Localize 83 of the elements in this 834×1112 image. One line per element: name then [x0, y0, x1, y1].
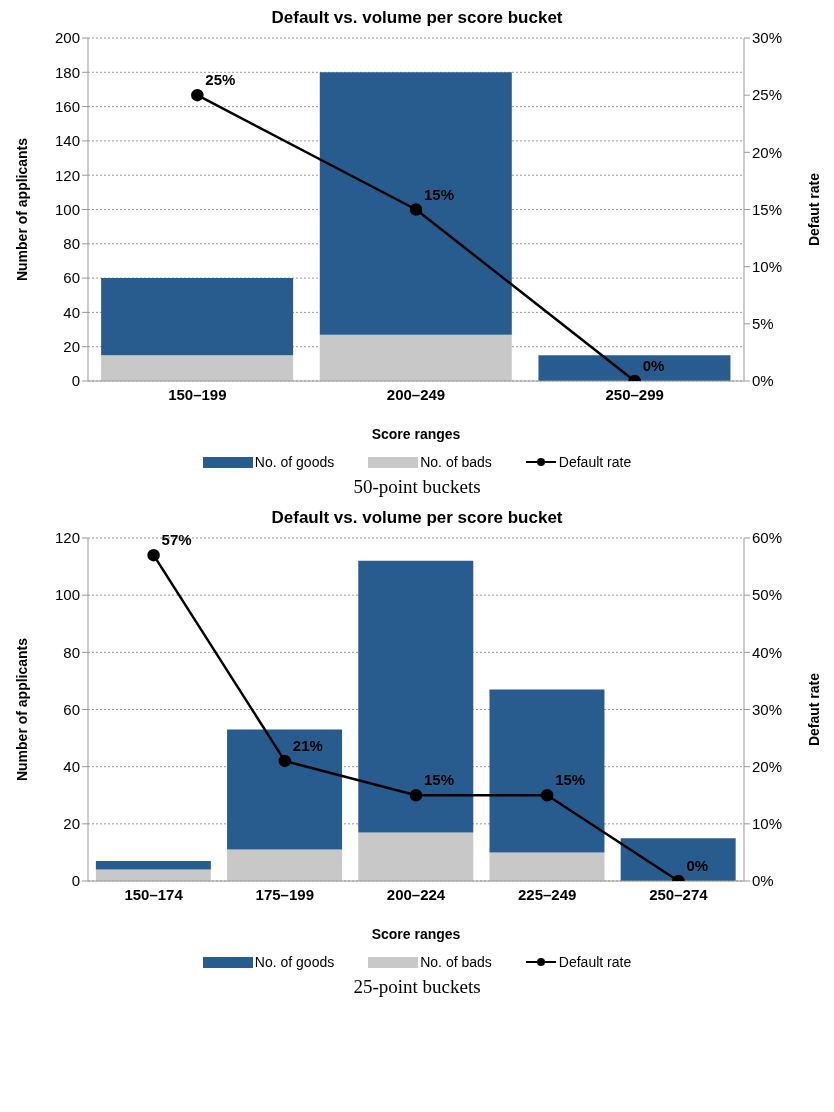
y-tick-label: 60 [63, 269, 80, 287]
y2-tick-label: 20% [752, 143, 783, 161]
y2-tick-label: 15% [752, 200, 783, 218]
y-tick-label: 40 [63, 757, 80, 775]
legend-label: No. of bads [420, 454, 492, 470]
data-label: 21% [292, 736, 323, 754]
legend-label: No. of goods [254, 454, 335, 470]
text: 25-point buckets [352, 976, 482, 998]
x-tick-label: 150–174 [124, 885, 184, 903]
y2-tick-label: 20% [752, 757, 783, 775]
x-tick-label: 250–299 [605, 385, 664, 403]
y-tick-label: 80 [63, 643, 80, 661]
y-tick-label: 20 [63, 815, 80, 833]
y2-tick-label: 30% [752, 29, 783, 47]
bar [227, 729, 343, 850]
x-axis-title: Score ranges [371, 926, 461, 942]
y-tick-label: 180 [54, 63, 80, 81]
bar [538, 355, 731, 381]
y2-tick-label: 10% [752, 815, 783, 833]
legend-label: No. of bads [420, 954, 492, 970]
x-tick-label: 200–249 [386, 385, 446, 403]
bar [95, 860, 211, 870]
y2-tick-label: 0% [752, 372, 774, 390]
point [409, 203, 423, 216]
x-tick-label: 250–274 [649, 885, 709, 903]
y-tick-label: 120 [54, 529, 80, 547]
y-tick-label: 100 [54, 586, 80, 604]
y2-axis-title: Defaut rate [805, 672, 822, 747]
text: 50-point buckets [352, 476, 482, 498]
bar [358, 560, 474, 833]
data-label: 15% [424, 185, 455, 203]
bar [101, 355, 294, 381]
y-tick-label: 40 [63, 303, 80, 321]
y-tick-label: 100 [54, 200, 80, 218]
bar [319, 72, 512, 335]
data-label: 25% [205, 71, 236, 89]
point [540, 789, 554, 802]
point [278, 754, 292, 768]
y2-tick-label: 0% [752, 872, 774, 890]
legend-label: Default rate [558, 454, 632, 470]
bar [489, 689, 605, 853]
bar [101, 278, 294, 356]
y2-tick-label: 50% [752, 586, 783, 604]
y2-tick-label: 5% [752, 315, 774, 333]
bar [620, 838, 736, 881]
x-tick-label: 225–249 [518, 885, 577, 903]
data-label: 0% [686, 857, 709, 874]
x-tick-label: 200–224 [386, 885, 446, 903]
y-tick-label: 0 [71, 372, 80, 390]
chart-title: Default vs. volume per score bucket [270, 508, 564, 528]
data-label: 57% [161, 531, 192, 549]
data-label: 15% [555, 771, 586, 789]
y-tick-label: 160 [54, 97, 80, 115]
y2-tick-label: 30% [752, 700, 783, 718]
point [191, 88, 204, 102]
y-tick-label: 20 [63, 338, 80, 356]
y2-tick-label: 60% [752, 529, 783, 547]
y-tick-label: 120 [54, 166, 80, 184]
chart-title: Default vs. volume per score bucket [270, 8, 564, 28]
legend-label: No. of goods [254, 954, 335, 970]
y2-tick-label: 10% [752, 257, 783, 275]
point [147, 548, 160, 562]
x-axis-title: Score ranges [371, 426, 461, 442]
y-tick-label: 60 [63, 700, 80, 718]
y-tick-label: 80 [63, 235, 80, 253]
x-tick-label: 175–199 [255, 885, 314, 903]
y2-tick-label: 25% [752, 86, 783, 104]
y-tick-label: 0 [71, 872, 80, 890]
y2-axis-title: Defaut rate [805, 172, 822, 247]
bar [358, 832, 474, 881]
y2-tick-label: 40% [752, 643, 783, 661]
y-tick-label: 140 [54, 132, 80, 150]
data-label: 0% [642, 357, 665, 374]
bar [319, 334, 512, 381]
y-axis-title: Number of applicants [13, 637, 30, 782]
bar [227, 849, 343, 881]
bar [489, 852, 605, 881]
y-tick-label: 200 [54, 29, 80, 47]
legend-label: Default rate [558, 954, 632, 970]
point [409, 789, 423, 802]
y-axis-title: Number of applicants [13, 137, 30, 282]
x-tick-label: 150–199 [168, 385, 227, 403]
data-label: 15% [424, 771, 455, 789]
